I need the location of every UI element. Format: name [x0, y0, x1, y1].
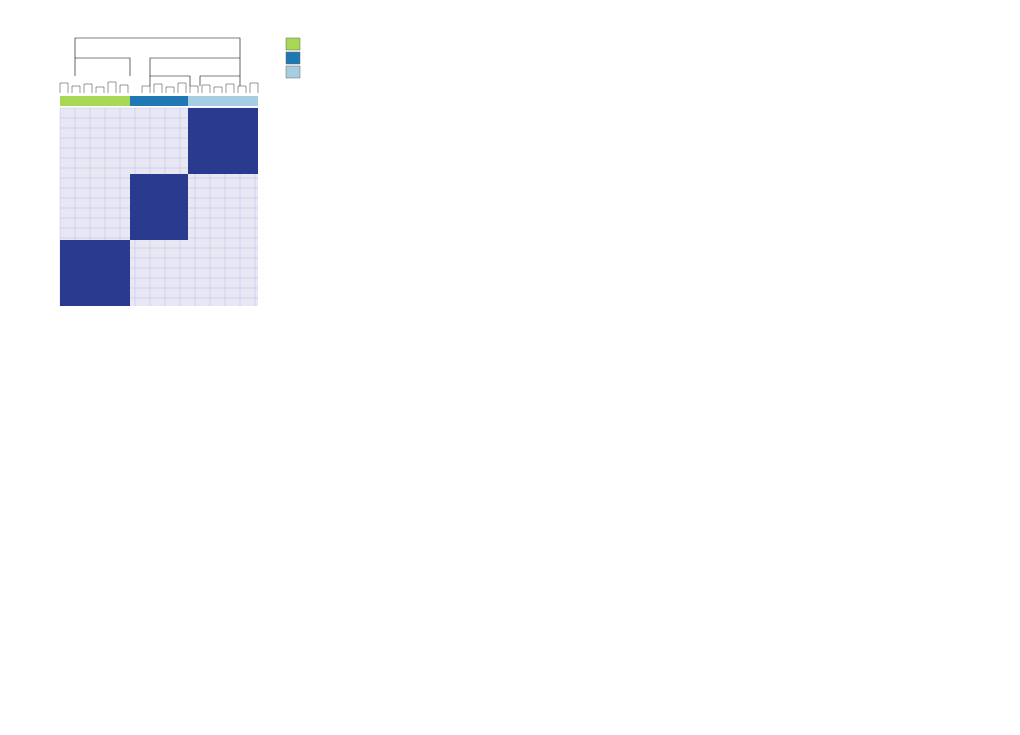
panel-a-annotation-bar — [60, 96, 258, 106]
panel-c-delta — [716, 8, 1011, 318]
panel-a-consensus-matrix — [30, 8, 350, 318]
panel-e-pca — [378, 408, 688, 728]
panel-b-cdf — [378, 8, 688, 318]
panel-a-dendrogram-twigs — [60, 82, 258, 93]
panel-a-legend — [286, 38, 300, 78]
panel-a-heatmap — [60, 108, 258, 306]
panel-d-km — [30, 408, 350, 728]
panel-f-heatmap — [716, 408, 1016, 728]
panel-a-dendrogram — [75, 38, 240, 86]
